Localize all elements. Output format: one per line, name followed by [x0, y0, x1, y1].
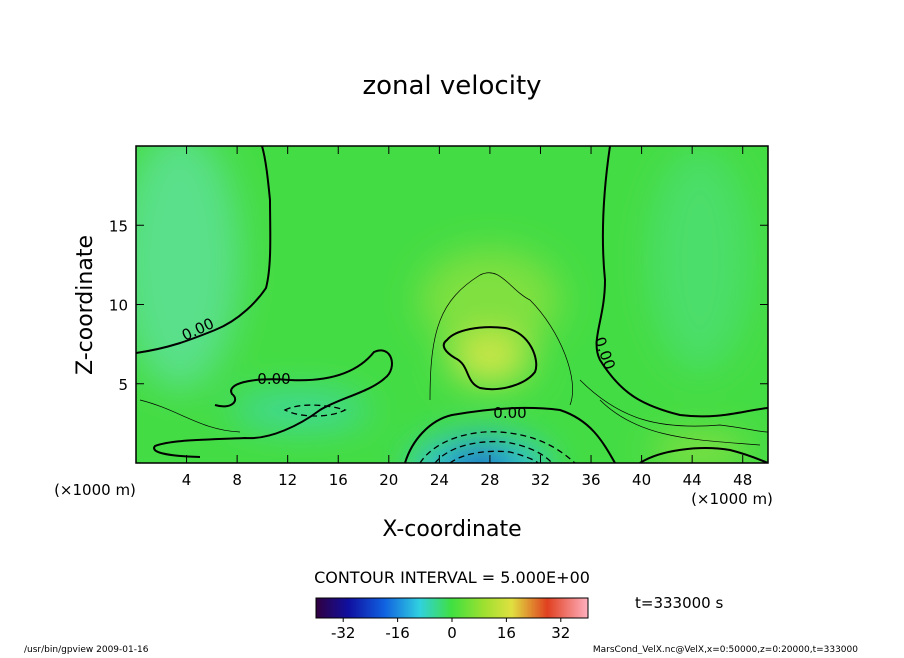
x-tick-label: 4: [182, 471, 192, 489]
y-tick-label: 10: [109, 297, 128, 315]
x-tick-label: 12: [278, 471, 297, 489]
contour-field: [136, 146, 768, 463]
y-unit: (×1000 m): [691, 490, 773, 508]
x-tick-label: 36: [581, 471, 600, 489]
x-tick-label: 28: [480, 471, 499, 489]
x-tick-label: 44: [683, 471, 702, 489]
colorbar-tick-label: -32: [331, 624, 356, 642]
x-axis-label: X-coordinate: [382, 517, 521, 542]
x-tick-label: 40: [632, 471, 651, 489]
colorbar-tick-label: -16: [385, 624, 410, 642]
footer-left: /usr/bin/gpview 2009-01-16: [24, 645, 149, 654]
chart-title: zonal velocity: [362, 71, 541, 101]
time-label: t=333000 s: [635, 594, 723, 612]
colorbar-tick-label: 16: [497, 624, 516, 642]
y-axis-label: Z-coordinate: [73, 235, 98, 375]
x-tick-label: 48: [733, 471, 752, 489]
colorbar-tick-label: 32: [551, 624, 570, 642]
y-tick-label: 5: [118, 376, 128, 394]
x-tick-label: 24: [430, 471, 449, 489]
footer-right: MarsCond_VelX.nc@VelX,x=0:50000,z=0:2000…: [593, 645, 858, 654]
colorbar-tick-label: 0: [447, 624, 457, 642]
colorbar: [315, 597, 589, 619]
x-unit: (×1000 m): [54, 481, 136, 499]
x-tick-label: 32: [531, 471, 550, 489]
contour-label: 0.00: [493, 404, 526, 422]
contour-label: 0.00: [257, 370, 290, 388]
y-tick-label: 15: [109, 217, 128, 235]
contour-interval: CONTOUR INTERVAL = 5.000E+00: [314, 568, 590, 587]
x-tick-label: 8: [232, 471, 242, 489]
x-tick-label: 20: [379, 471, 398, 489]
x-tick-label: 16: [329, 471, 348, 489]
